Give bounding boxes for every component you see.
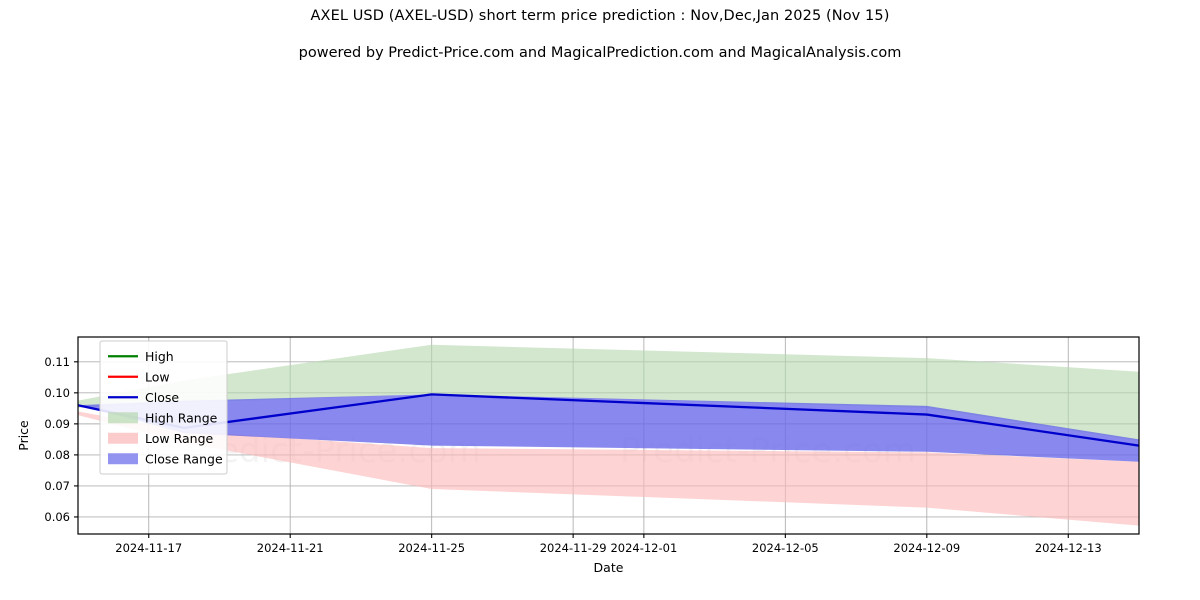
legend: High Low Close High Range Low Range Close Ran… [99, 340, 228, 475]
legend-item[interactable]: Low [108, 369, 170, 384]
axis-ticks: 0.06 0.07 0.08 0.09 0.10 0.11 2024-11-17 2024-1… [44, 355, 1101, 555]
x-tick-label: 2024-11-21 [257, 541, 324, 555]
chart-title: AXEL USD (AXEL-USD) short term price pre… [310, 8, 890, 24]
x-tick-label: 2024-11-17 [115, 541, 182, 555]
x-tick-label: 2024-11-25 [398, 541, 465, 555]
legend-item[interactable]: Close Range [108, 451, 223, 466]
x-tick-label: 2024-12-09 [893, 541, 960, 555]
legend-label: Low Range [145, 431, 214, 446]
forecast-bands [78, 344, 1139, 526]
low-range-band [78, 411, 1139, 526]
clip-left [0, 0, 78, 600]
legend-label: Low [145, 369, 170, 384]
y-axis-label: Price [16, 420, 31, 451]
plot-border [77, 336, 1140, 535]
legend-item[interactable]: High [108, 349, 174, 364]
legend-patch-swatch [108, 412, 138, 424]
legend-patch-swatch [108, 453, 138, 465]
legend-item[interactable]: High Range [108, 410, 218, 425]
clip-bottom [0, 535, 1200, 600]
x-axis-label: Date [594, 560, 624, 575]
legend-item[interactable]: Close [108, 390, 179, 405]
y-tick-label: 0.10 [44, 386, 70, 400]
y-tick-label: 0.09 [44, 417, 70, 431]
clip-top [0, 0, 1200, 337]
y-tick-label: 0.11 [44, 355, 70, 369]
x-tick-label: 2024-12-13 [1035, 541, 1102, 555]
x-tick-label: 2024-12-05 [752, 541, 819, 555]
x-tick-label: 2024-11-29 [540, 541, 607, 555]
clip-right [1140, 0, 1200, 600]
legend-item[interactable]: Low Range [108, 431, 214, 446]
high-range-band [78, 344, 1139, 441]
close-range-band [78, 394, 1139, 462]
legend-label: Close [145, 390, 179, 405]
legend-patch-swatch [108, 432, 138, 444]
legend-label: Close Range [145, 451, 223, 466]
y-tick-label: 0.07 [44, 479, 70, 493]
y-tick-label: 0.08 [44, 448, 70, 462]
chart-subtitle: powered by Predict-Price.com and Magical… [298, 45, 902, 61]
legend-label: High [145, 349, 174, 364]
x-tick-label: 2024-12-01 [610, 541, 677, 555]
y-tick-label: 0.06 [44, 510, 70, 524]
legend-label: High Range [145, 410, 218, 425]
